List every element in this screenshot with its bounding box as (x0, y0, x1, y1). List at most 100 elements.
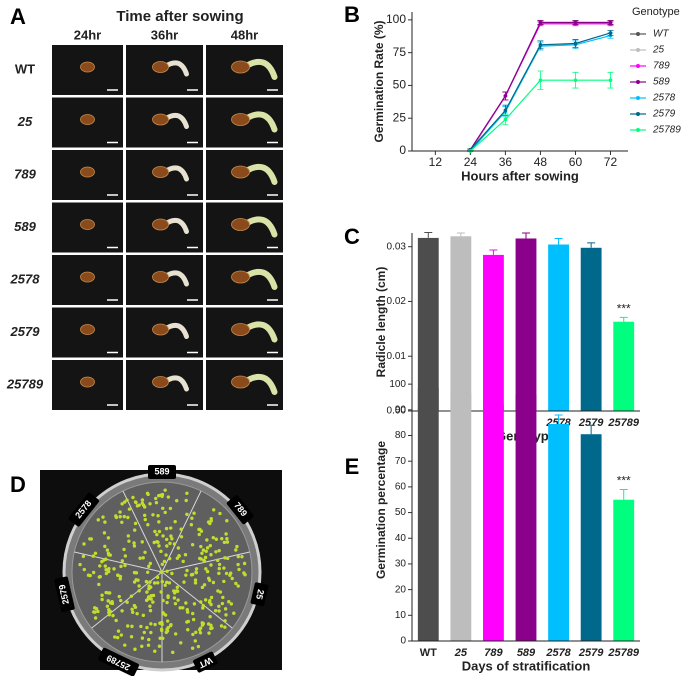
seedling (237, 567, 241, 572)
seedling (171, 650, 175, 655)
seedling (235, 544, 239, 549)
y-tick-label: 100 (386, 12, 406, 26)
panel-letter: A (10, 4, 26, 29)
seedling (209, 602, 213, 607)
seedling (152, 581, 157, 585)
seedling (162, 559, 167, 564)
y-tick-label: 20 (395, 584, 407, 595)
seedling (170, 537, 174, 541)
seedling (217, 604, 221, 608)
seedling (201, 548, 206, 552)
seedling (173, 601, 178, 606)
seedling (157, 520, 161, 524)
seedling (161, 610, 165, 615)
seedling (224, 571, 229, 576)
x-tick-label: 25789 (607, 417, 639, 429)
legend-swatch-dot (636, 48, 640, 52)
data-point (608, 78, 613, 82)
photo-cell (52, 202, 123, 253)
y-tick-label: 50 (393, 78, 407, 92)
seedling (164, 580, 169, 585)
seedling (158, 636, 162, 640)
y-axis-title: Radicle length (cm) (374, 267, 388, 378)
seedling (208, 543, 213, 548)
seedling (106, 569, 111, 574)
legend-label: 2579 (652, 109, 676, 120)
seedling (220, 601, 225, 606)
x-axis-title: Days of stratification (462, 658, 591, 673)
seedling (234, 548, 238, 552)
seedling (161, 598, 165, 603)
seedling (140, 498, 145, 502)
x-tick-label: 36 (499, 155, 513, 169)
seedling (137, 589, 141, 593)
seedling (144, 579, 149, 584)
seedling (127, 507, 132, 511)
seedling (170, 571, 174, 576)
photo-cell (52, 45, 123, 95)
photo-cell (126, 202, 203, 253)
seedling (211, 580, 216, 585)
seedling (173, 632, 178, 636)
bar (515, 394, 537, 641)
seed (152, 323, 169, 336)
photo-cell (126, 360, 203, 410)
seedling (106, 591, 111, 595)
seed (231, 113, 250, 126)
axis-line (411, 379, 640, 642)
seedling (184, 498, 188, 503)
seedling (208, 599, 212, 603)
seedling (205, 546, 210, 550)
seedling (148, 608, 153, 613)
seedling (159, 549, 163, 554)
seedling (193, 639, 197, 643)
bar (417, 237, 439, 411)
data-point (538, 42, 543, 47)
seedling (179, 535, 184, 539)
sector-tag: 25 (250, 582, 269, 607)
seed (231, 323, 250, 336)
seedling (229, 602, 234, 606)
x-tick-label: 2578 (545, 647, 571, 659)
seedling (219, 624, 224, 628)
seedling (122, 500, 127, 504)
seedling (196, 644, 201, 649)
error-bar (424, 383, 433, 388)
y-tick-label: 10 (395, 610, 407, 621)
seedling (101, 515, 105, 519)
seed (231, 60, 250, 74)
seedling (97, 582, 101, 587)
seedling (140, 501, 145, 505)
seedling (102, 531, 107, 535)
seedling (194, 630, 198, 634)
seedling (185, 512, 189, 517)
seedling (120, 502, 124, 506)
seedling (206, 622, 211, 626)
y-tick-label: 70 (395, 456, 407, 467)
seedling (133, 521, 138, 526)
seedling (138, 556, 142, 560)
seedling (157, 529, 162, 534)
seedling (112, 567, 116, 571)
seedling (130, 624, 134, 629)
seedling (165, 537, 169, 542)
error-bar (522, 388, 530, 395)
seedling (193, 581, 198, 585)
sector-divider (161, 571, 233, 629)
photo-cell (206, 45, 283, 95)
seedling (165, 619, 170, 623)
annotation: *** (617, 302, 631, 316)
data-point (503, 108, 508, 113)
seedling (105, 604, 110, 608)
tag-background (54, 576, 75, 612)
seedling (194, 570, 199, 575)
seedling (147, 637, 151, 642)
seedling (158, 493, 163, 497)
seedling (153, 529, 157, 534)
seedling (106, 536, 111, 540)
legend-label: 789 (653, 61, 670, 72)
seedling (209, 595, 214, 600)
row-label: 2578 (10, 271, 41, 286)
seedling (168, 506, 173, 511)
seedling (106, 599, 110, 603)
